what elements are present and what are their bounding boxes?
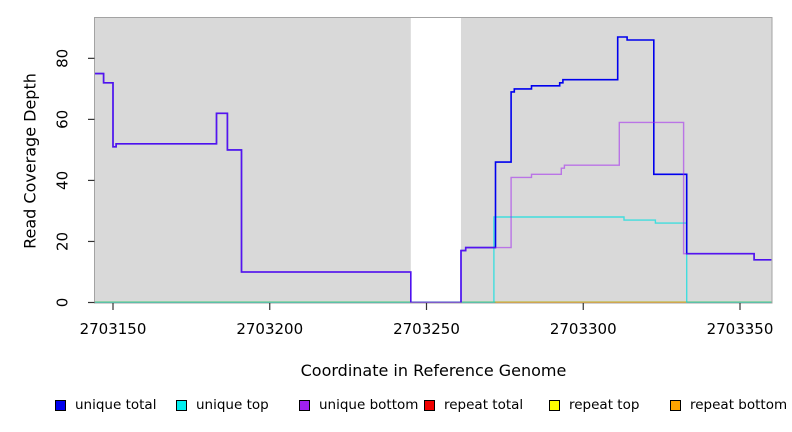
y-tick-label: 40 [54,171,72,190]
series-line-unique-top [95,216,772,303]
masked-region [410,18,461,303]
y-tick-label: 20 [54,232,72,251]
x-tick-label: 2703250 [393,320,460,338]
y-tick-label: 60 [54,110,72,129]
x-tick-label: 2703200 [236,320,303,338]
x-tick-label: 2703150 [80,320,147,338]
y-tick-label: 0 [54,298,72,308]
x-axis-label: Coordinate in Reference Genome [300,361,567,380]
plot-border [94,17,773,304]
y-tick-label: 80 [54,49,72,68]
y-axis-label: Read Coverage Depth [20,73,40,249]
series-line-unique-bottom [95,72,772,303]
x-tick-label: 2703300 [550,320,617,338]
x-tick-label: 2703350 [707,320,774,338]
